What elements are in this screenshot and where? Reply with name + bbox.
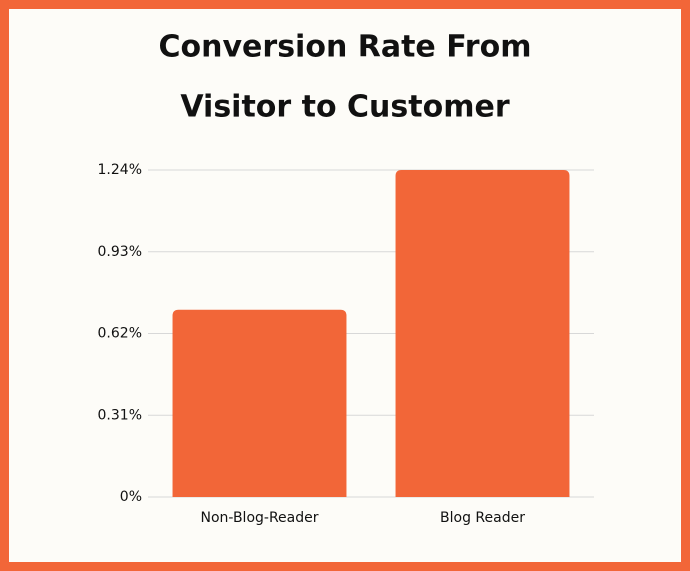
y-tick-label: 0.62% [98,326,142,342]
y-tick-label: 1.24% [98,162,142,178]
y-tick-label: 0% [120,489,142,505]
chart-title: Visitor to Customer [180,90,509,125]
y-tick-label: 0.31% [98,407,142,423]
chart-title: Conversion Rate From [159,30,532,65]
x-tick-label: Blog Reader [440,510,525,526]
y-tick-label: 0.93% [98,244,142,260]
bar [172,309,347,497]
x-tick-label: Non-Blog-Reader [200,510,318,526]
bar [395,170,570,497]
